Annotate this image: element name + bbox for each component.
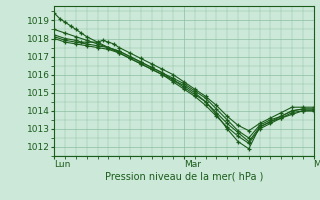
X-axis label: Pression niveau de la mer( hPa ): Pression niveau de la mer( hPa ) (105, 172, 263, 182)
